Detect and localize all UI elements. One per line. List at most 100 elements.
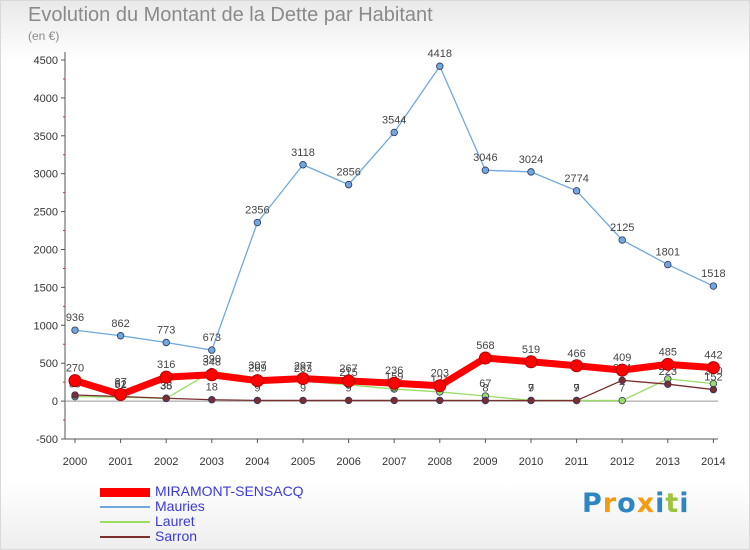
data-point (162, 338, 170, 347)
data-point (253, 218, 262, 227)
data-point (208, 396, 216, 404)
data-point (706, 361, 720, 375)
data-point (709, 282, 718, 290)
x-tick-label: 2014 (701, 456, 725, 468)
data-label: 2125 (610, 222, 634, 234)
y-tick-label: 500 (40, 358, 58, 370)
x-tick-label: 2003 (200, 456, 224, 468)
x-tick-label: 2010 (519, 456, 543, 468)
y-tick-label: 0 (52, 396, 58, 408)
data-point (481, 166, 490, 174)
data-label: 8 (482, 382, 488, 394)
data-point (250, 374, 264, 388)
legend-label: Lauret (155, 513, 195, 529)
series-line (74, 65, 714, 351)
legend-label: MIRAMONT-SENSACQ (155, 483, 304, 499)
x-tick-label: 2011 (565, 456, 589, 468)
x-tick-label: 2000 (63, 456, 87, 468)
data-point (344, 396, 353, 405)
data-point (433, 379, 447, 393)
data-point (342, 374, 356, 388)
data-label: 1801 (656, 247, 680, 259)
data-point (527, 168, 535, 176)
data-point (709, 385, 718, 394)
data-label: 307 (248, 360, 266, 372)
data-label: 9 (346, 382, 352, 394)
data-label: 9 (254, 382, 260, 394)
data-label: 3544 (382, 114, 406, 126)
data-point (572, 396, 581, 405)
x-tick-label: 2001 (108, 456, 132, 468)
data-point (615, 363, 629, 377)
y-tick-label: 4500 (34, 55, 58, 67)
data-label: 67 (479, 378, 491, 390)
data-label: 409 (613, 352, 631, 364)
data-point (572, 187, 581, 195)
logo-letter: o (617, 488, 637, 519)
data-point (527, 396, 535, 405)
data-point (618, 396, 626, 405)
data-label: 61 (114, 378, 126, 390)
data-point (664, 380, 672, 388)
x-tick-label: 2013 (656, 456, 680, 468)
data-label: 52 (114, 379, 126, 391)
data-label: 270 (66, 363, 84, 375)
data-point (390, 396, 398, 405)
data-point (296, 372, 310, 386)
x-tick-label: 2005 (291, 456, 315, 468)
data-label: 466 (567, 348, 585, 360)
data-label: 38 (160, 380, 172, 392)
data-point (71, 326, 79, 334)
data-label: 7 (574, 383, 580, 395)
data-label: 9 (574, 382, 580, 394)
data-label: 2856 (336, 167, 360, 179)
logo-letter: x (636, 488, 656, 519)
y-tick-label: 1000 (34, 320, 58, 332)
data-point (664, 260, 672, 269)
data-point (524, 355, 538, 369)
data-label: 9 (300, 382, 306, 394)
y-tick-label: 4000 (34, 93, 58, 105)
data-label: 35 (160, 380, 172, 392)
data-label: 442 (704, 350, 722, 362)
data-label: 87 (114, 377, 126, 389)
data-label: 3046 (473, 152, 497, 164)
legend-label: Mauries (155, 498, 205, 514)
y-tick-label: -500 (36, 434, 58, 446)
data-point (661, 357, 675, 371)
data-label: 18 (206, 382, 218, 394)
data-label: 519 (522, 344, 540, 356)
data-label: 7 (619, 383, 625, 395)
legend-swatch (100, 521, 150, 523)
series-mauries: 936 862 773 673 2356 3118 2856 3544 4418 3046 3024… (66, 48, 726, 354)
data-label: 267 (339, 363, 357, 375)
logo-letter: i (655, 488, 666, 519)
x-tick-label: 2004 (245, 456, 269, 468)
data-label: 2774 (564, 173, 588, 185)
data-label: 1518 (701, 268, 725, 280)
x-tick-label: 2002 (154, 456, 178, 468)
data-label: 773 (157, 325, 175, 337)
data-label: 568 (476, 340, 494, 352)
data-point (618, 376, 626, 385)
data-label: 4418 (428, 48, 452, 60)
data-label: 269 (248, 363, 266, 375)
data-label: 215 (339, 367, 357, 379)
data-label: 3118 (291, 147, 315, 159)
data-point (570, 359, 584, 373)
legend-swatch (100, 506, 150, 508)
proxiti-logo: Proxiti (582, 488, 690, 519)
data-point (162, 394, 170, 402)
data-point (481, 396, 490, 405)
data-point (478, 351, 492, 365)
x-tick-label: 2007 (382, 456, 406, 468)
data-point (159, 370, 173, 384)
data-label: 673 (203, 332, 221, 344)
data-label: 3024 (519, 154, 543, 166)
x-tick-label: 2012 (610, 456, 634, 468)
data-label: 236 (385, 365, 403, 377)
data-point (208, 346, 216, 354)
x-tick-label: 2009 (473, 456, 497, 468)
